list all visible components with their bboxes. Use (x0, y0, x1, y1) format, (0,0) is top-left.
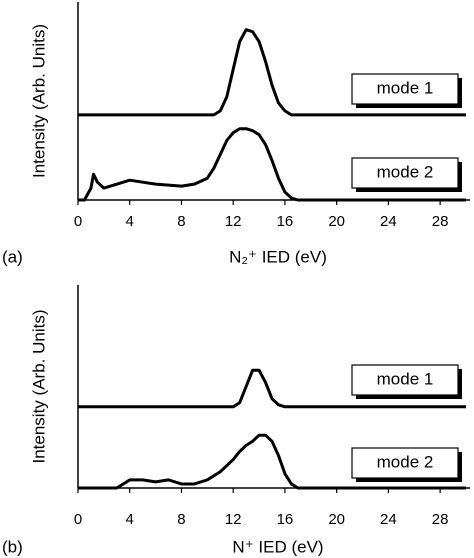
x-tick-label: 0 (74, 511, 82, 528)
x-tick-label: 16 (277, 213, 294, 230)
x-tick-label: 4 (126, 511, 134, 528)
curve (78, 368, 466, 409)
y-axis-label: Intensity (Arb. Units) (29, 24, 48, 178)
x-tick-label: 24 (380, 213, 397, 230)
panel-label: (b) (2, 537, 23, 556)
x-tick-label: 28 (432, 213, 449, 230)
curve (78, 127, 466, 202)
x-tick-label: 20 (328, 213, 345, 230)
legend-box (351, 73, 459, 105)
x-tick-label: 28 (432, 511, 449, 528)
x-tick-label: 8 (177, 213, 185, 230)
x-tick-label: 12 (225, 511, 242, 528)
x-axis-label: N⁺ IED (eV) (232, 537, 323, 556)
legend-label: mode 2 (377, 162, 434, 181)
curve (78, 28, 466, 117)
x-axis-label: N₂⁺ IED (eV) (229, 247, 327, 266)
x-tick-label: 12 (225, 213, 242, 230)
legend-label: mode 1 (377, 369, 434, 388)
x-tick-label: 24 (380, 511, 397, 528)
legend-label: mode 1 (377, 78, 434, 97)
x-tick-label: 8 (177, 511, 185, 528)
panel-label: (a) (2, 247, 23, 266)
legend-box (351, 157, 459, 189)
x-tick-label: 20 (328, 511, 345, 528)
x-tick-label: 4 (126, 213, 134, 230)
legend-box (351, 364, 459, 396)
legend-box (351, 447, 459, 479)
x-tick-label: 0 (74, 213, 82, 230)
x-tick-label: 16 (277, 511, 294, 528)
legend-label: mode 2 (377, 452, 434, 471)
y-axis-label: Intensity (Arb. Units) (29, 310, 48, 464)
